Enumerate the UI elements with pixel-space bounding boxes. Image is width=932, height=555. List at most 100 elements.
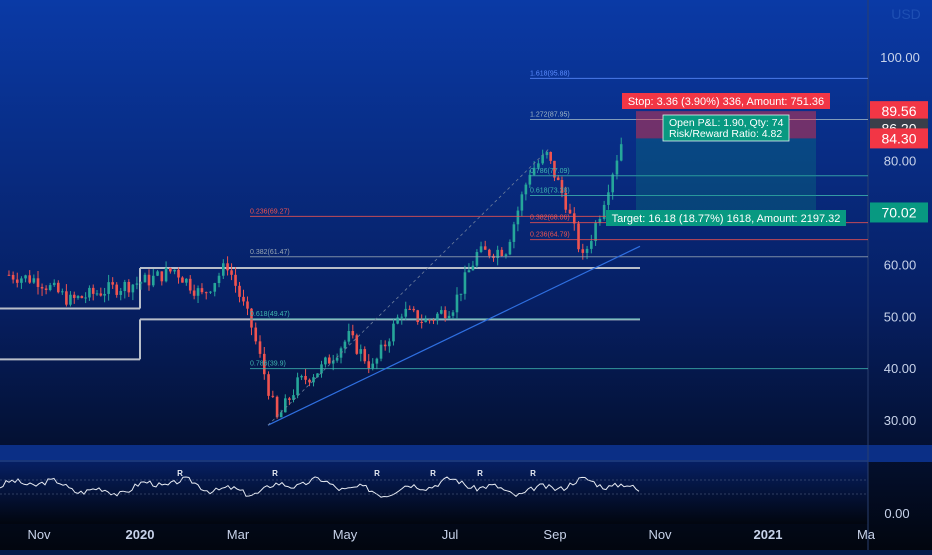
candle-body [553, 160, 556, 178]
candle-body [32, 278, 36, 283]
fib-level-label: 0.236(64.79) [530, 232, 570, 239]
candle-body [459, 293, 463, 295]
candle-body [528, 174, 532, 185]
candle-body [84, 297, 87, 299]
y-axis-tick: 40.00 [884, 361, 917, 376]
candle-body [173, 269, 176, 272]
candle-body [619, 144, 623, 161]
entry-price-tag-box[interactable] [870, 128, 928, 149]
candle-body [95, 293, 99, 295]
candle-body [246, 301, 249, 309]
candle-body [127, 281, 131, 293]
candle-body [324, 357, 327, 365]
candle-body [564, 192, 568, 210]
oscillator-marker: R [430, 469, 436, 478]
x-axis-tick: Sep [543, 527, 566, 542]
oscillator-marker: R [374, 469, 380, 478]
candle-body [139, 282, 143, 284]
candle-body [367, 361, 371, 369]
candle-body [568, 209, 572, 214]
candle-body [300, 375, 303, 378]
candle-body [379, 344, 383, 359]
pnl-label: Open P&L: 1.90, Qty: 74 [669, 117, 784, 129]
candle-body [65, 291, 68, 305]
candle-body [560, 180, 564, 193]
risk-reward-label: Risk/Reward Ratio: 4.82 [669, 128, 782, 140]
fib-level-label: 1.618(95.88) [530, 70, 570, 77]
target-price-tag-box[interactable] [870, 202, 928, 223]
candle-body [475, 252, 479, 266]
candle-body [123, 281, 127, 292]
candle-body [76, 296, 80, 298]
trend-line[interactable] [267, 245, 641, 426]
candle-body [396, 317, 399, 324]
fib-level-label: 0.382(61.47) [250, 249, 290, 256]
target-zone[interactable] [636, 138, 816, 213]
candle-body [335, 357, 339, 361]
candle-body [347, 331, 351, 342]
y-axis-tick: 30.00 [884, 413, 917, 428]
x-axis-tick: Mar [227, 527, 250, 542]
candle-body [467, 270, 471, 273]
x-axis-tick: 2020 [126, 527, 155, 542]
stop-label-box [622, 93, 830, 109]
x-axis-tick: Nov [27, 527, 51, 542]
candle-body [312, 377, 315, 383]
pane-separator [0, 445, 932, 462]
fib-level-label: 1.272(87.95) [530, 111, 570, 118]
candle-body [151, 275, 155, 286]
candle-body [412, 308, 416, 311]
candle-body [602, 204, 606, 219]
candle-body [288, 398, 291, 400]
candle-body [343, 341, 347, 349]
candle-body [371, 363, 375, 369]
y-axis-tick: 60.00 [884, 257, 917, 272]
candle-body [135, 283, 139, 285]
candle-body [432, 319, 435, 321]
candle-body [234, 274, 237, 286]
fib-level-label: 0.618(73.28) [530, 188, 570, 195]
candle-body [416, 310, 420, 323]
candle-body [375, 358, 379, 364]
fib-level-label: 0.618(49.47) [250, 311, 290, 318]
candle-body [524, 184, 528, 195]
candle-body [363, 349, 367, 362]
x-axis-tick: 2021 [754, 527, 783, 542]
candle-body [556, 177, 560, 181]
candle-body [230, 270, 233, 275]
oscillator-marker: R [272, 469, 278, 478]
candle-body [111, 282, 114, 285]
fib-level-label: 0.786(77.09) [530, 168, 570, 175]
candle-body [267, 374, 270, 396]
candle-body [404, 308, 408, 317]
candle-body [200, 288, 204, 293]
candle-body [196, 288, 200, 296]
candle-body [56, 282, 60, 293]
candle-body [20, 278, 23, 283]
candle-body [537, 163, 540, 168]
candle-body [296, 377, 299, 396]
candle-body [204, 292, 208, 294]
candle-body [598, 218, 602, 223]
oscillator-y-tick: 0.00 [884, 506, 909, 521]
fib-level-label: 0.236(69.27) [250, 208, 290, 215]
candle-body [88, 287, 91, 298]
target-price-tag: 70.02 [881, 204, 916, 220]
candle-body [308, 379, 311, 383]
candle-body [572, 213, 576, 224]
candle-body [279, 412, 283, 418]
candle-body [217, 275, 221, 284]
candle-body [383, 344, 387, 347]
candle-body [451, 312, 455, 316]
candle-body [262, 353, 266, 375]
y-axis-tick: 50.00 [884, 309, 917, 324]
candle-body [107, 282, 110, 294]
stop-price-tag-box[interactable] [870, 101, 928, 122]
entry-price-tag: 84.30 [881, 130, 916, 146]
candle-body [304, 375, 307, 380]
candle-body [504, 254, 508, 257]
candle-body [590, 241, 593, 249]
candle-body [532, 167, 536, 175]
